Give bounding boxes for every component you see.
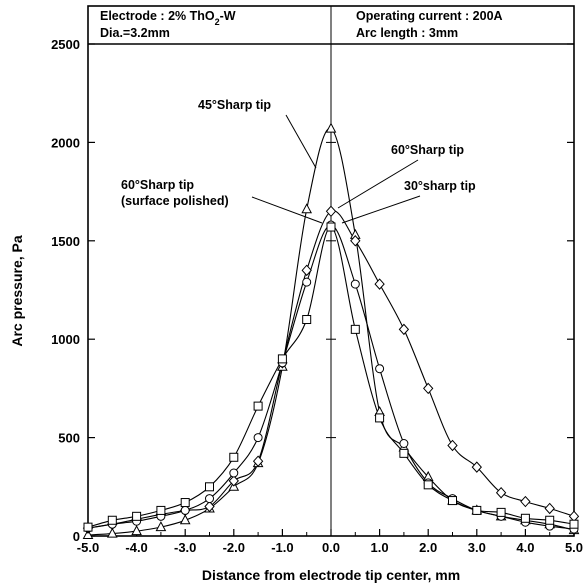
data-point-square (423, 480, 433, 490)
data-point-diamond (423, 382, 434, 395)
data-point-triangle (131, 525, 142, 536)
leader-30-sharp-tip (341, 195, 421, 224)
x-tick-label: -3.0 (174, 540, 196, 555)
data-point-circle (229, 468, 239, 478)
annotation-surface-polished: (surface polished) (121, 194, 229, 208)
data-point-square (156, 505, 166, 515)
x-tick-label: 3.0 (468, 540, 486, 555)
data-point-square (132, 511, 142, 521)
leader-45-sharp-tip (285, 114, 317, 169)
data-point-diamond (447, 439, 458, 452)
header-electrode: Electrode : 2% ThO2-W (100, 9, 236, 27)
leader-60-sharp-tip-polished (251, 196, 323, 224)
data-point-square (375, 413, 385, 423)
data-point-circle (302, 277, 312, 287)
data-point-square (569, 519, 579, 529)
y-axis-title: Arc pressure, Pa (9, 235, 25, 346)
data-point-square (545, 515, 555, 525)
data-point-triangle (301, 203, 313, 214)
data-point-circle (350, 279, 360, 289)
x-tick-label: -1.0 (271, 540, 293, 555)
data-point-square (277, 354, 287, 364)
data-point-triangle (106, 527, 118, 538)
data-point-square (448, 496, 457, 506)
data-point-diamond (325, 205, 337, 218)
y-tick-label: 2500 (51, 37, 80, 52)
data-point-square (253, 401, 263, 411)
y-tick-label: 1000 (51, 332, 80, 347)
y-tick-label: 0 (73, 529, 80, 544)
data-point-square (107, 515, 117, 525)
x-tick-label: -2.0 (223, 540, 245, 555)
data-point-diamond (350, 235, 361, 247)
header-current: Operating current : 200A (356, 9, 503, 23)
data-point-diamond (544, 502, 555, 515)
data-point-diamond (520, 495, 531, 508)
header-arc-length: Arc length : 3mm (356, 26, 458, 40)
x-tick-label: -4.0 (125, 540, 147, 555)
data-point-circle (180, 505, 190, 515)
x-tick-label: 0.0 (322, 540, 340, 555)
data-point-triangle (155, 521, 167, 532)
data-point-circle (375, 364, 385, 374)
data-point-diamond (495, 486, 507, 499)
data-point-square (302, 315, 312, 325)
x-axis-title: Distance from electrode tip center, mm (202, 567, 460, 583)
annotation-60-sharp-tip-polished: 60°Sharp tip (121, 178, 194, 192)
x-tick-label: 2.0 (419, 540, 437, 555)
data-point-diamond (252, 455, 264, 467)
y-tick-label: 1500 (51, 234, 80, 249)
data-point-triangle (179, 514, 191, 525)
annotation-45-sharp-tip: 45°Sharp tip (198, 98, 271, 112)
series-line-diamond (87, 210, 575, 529)
data-point-square (180, 498, 190, 508)
annotation-30-sharp-tip: 30°sharp tip (404, 179, 476, 193)
data-point-diamond (228, 475, 239, 487)
data-point-square (229, 452, 239, 462)
data-point-diamond (374, 278, 385, 290)
data-point-square (520, 513, 530, 523)
x-tick-label: 1.0 (371, 540, 389, 555)
data-point-circle (253, 433, 263, 443)
x-tick-label: 5.0 (565, 540, 583, 555)
y-tick-label: 2000 (51, 135, 80, 150)
data-point-square (350, 324, 360, 334)
data-point-diamond (398, 323, 410, 336)
data-point-diamond (204, 500, 215, 513)
annotation-60-sharp-tip: 60°Sharp tip (391, 143, 464, 157)
x-tick-label: -5.0 (77, 540, 99, 555)
data-point-square (496, 507, 506, 517)
data-point-diamond (471, 461, 482, 473)
leader-60-sharp-tip (337, 159, 419, 209)
y-tick-label: 500 (58, 431, 80, 446)
data-point-circle (399, 439, 409, 449)
data-point-square (205, 482, 214, 492)
data-point-square (83, 522, 93, 532)
header-diameter: Dia.=3.2mm (100, 26, 170, 40)
data-point-diamond (301, 264, 312, 277)
data-point-square (399, 448, 409, 458)
data-point-square (472, 505, 482, 515)
data-point-circle (205, 494, 214, 504)
x-tick-label: 4.0 (516, 540, 534, 555)
data-point-triangle (82, 528, 94, 540)
data-point-square (326, 222, 336, 232)
data-point-triangle (325, 122, 337, 133)
